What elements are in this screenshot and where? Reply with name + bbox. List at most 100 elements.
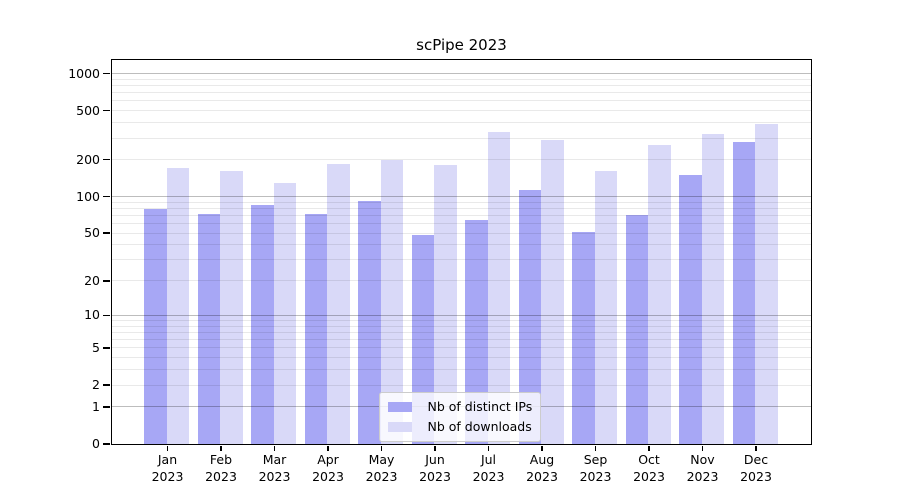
x-tick-year: 2023 — [633, 468, 665, 484]
y-tick-mark — [103, 195, 110, 198]
y-tick-mark — [103, 443, 110, 445]
x-tick-year: 2023 — [312, 468, 344, 484]
x-tick-year: 2023 — [151, 468, 184, 484]
y-tick-mark — [103, 280, 110, 282]
gridline-minor — [111, 78, 811, 80]
x-tick-mark — [220, 445, 222, 451]
x-tick-month: Oct — [638, 452, 660, 467]
gridline-major — [111, 314, 811, 316]
bar-distinct-ips-oct — [625, 215, 648, 444]
gridline-minor — [111, 92, 811, 94]
x-tick-month: Jul — [480, 452, 497, 467]
gridline-minor — [111, 332, 811, 334]
bar-distinct-ips-aug — [518, 190, 541, 444]
gridline-minor — [111, 232, 811, 234]
x-tick-mark — [487, 445, 490, 451]
x-tick-mark — [755, 445, 757, 451]
x-tick-mark — [648, 445, 650, 451]
legend-label-distinct-ips: Nb of distinct IPs — [427, 399, 533, 414]
x-tick-label: Mar 2023 — [247, 452, 303, 485]
y-tick-label: 2 — [92, 377, 100, 393]
bar-downloads-jan — [166, 167, 189, 444]
y-tick-mark — [103, 406, 110, 408]
bar-distinct-ips-dec — [732, 142, 755, 444]
x-tick-month: May — [368, 452, 395, 467]
gridline-minor — [111, 384, 811, 386]
legend-label-downloads: Nb of downloads — [427, 419, 532, 434]
bar-distinct-ips-feb — [197, 214, 220, 444]
x-tick-year: 2023 — [472, 468, 505, 484]
gridline-minor — [111, 201, 811, 203]
legend: Nb of distinct IPs Nb of downloads — [378, 391, 542, 442]
x-tick-label: Sep 2023 — [568, 452, 624, 485]
gridline-minor — [111, 280, 811, 282]
gridline-major — [111, 196, 811, 198]
y-tick-label: 50 — [84, 225, 100, 241]
gridline-minor — [111, 325, 811, 327]
x-tick-mark — [273, 445, 276, 451]
x-tick-label: Aug 2023 — [514, 452, 570, 485]
bar-downloads-dec — [755, 123, 778, 444]
bar-downloads-jul — [487, 132, 510, 444]
x-tick-year: 2023 — [419, 468, 451, 484]
y-tick-mark — [103, 314, 110, 317]
x-tick-label: Feb 2023 — [193, 452, 249, 485]
x-tick-mark — [327, 445, 329, 451]
legend-item-downloads: Nb of downloads — [387, 417, 533, 437]
x-tick-label: May 2023 — [354, 452, 410, 485]
bar-distinct-ips-mar — [251, 205, 274, 444]
x-tick-mark — [701, 445, 704, 451]
chart-title: scPipe 2023 — [416, 36, 507, 54]
x-tick-label: Jul 2023 — [461, 452, 517, 485]
bar-distinct-ips-sep — [572, 231, 595, 444]
x-tick-year: 2023 — [258, 468, 291, 484]
x-tick-mark — [541, 445, 543, 451]
x-tick-month: Dec — [743, 452, 769, 467]
gridline-minor — [111, 137, 811, 139]
x-tick-month: Nov — [690, 452, 715, 467]
y-tick-mark — [103, 109, 110, 112]
gridline-minor — [111, 339, 811, 341]
bar-downloads-feb — [220, 171, 243, 444]
gridline-minor — [111, 320, 811, 322]
gridline-minor — [111, 223, 811, 225]
gridline-minor — [111, 122, 811, 124]
legend-swatch-distinct-ips — [387, 401, 412, 412]
x-tick-year: 2023 — [686, 468, 719, 484]
y-tick-label: 500 — [76, 102, 100, 118]
x-tick-month: Jun — [425, 452, 445, 467]
plot-area: Nb of distinct IPs Nb of downloads — [110, 58, 812, 445]
gridline-minor — [111, 244, 811, 246]
y-tick-mark — [103, 232, 110, 234]
y-tick-mark — [103, 347, 110, 349]
y-tick-label: 5 — [92, 339, 100, 355]
bars-layer — [112, 60, 811, 444]
bar-downloads-nov — [701, 133, 724, 444]
bar-distinct-ips-jun — [411, 234, 434, 444]
gridline-minor — [111, 100, 811, 102]
y-tick-label: 1000 — [68, 65, 100, 81]
x-tick-label: Nov 2023 — [675, 452, 731, 485]
x-tick-month: Aug — [529, 452, 555, 467]
bar-downloads-oct — [648, 145, 671, 444]
bar-downloads-aug — [541, 140, 564, 444]
y-tick-mark — [103, 72, 110, 75]
y-tick-mark — [103, 384, 110, 386]
y-tick-label: 20 — [84, 272, 100, 288]
x-tick-month: Sep — [583, 452, 608, 467]
x-tick-label: Dec 2023 — [728, 452, 784, 485]
gridline-minor — [111, 214, 811, 216]
gridline-major — [111, 73, 811, 75]
bar-downloads-sep — [594, 171, 617, 444]
x-tick-mark — [380, 445, 383, 451]
y-tick-label: 0 — [92, 436, 100, 451]
x-tick-year: 2023 — [526, 468, 558, 484]
x-tick-label: Oct 2023 — [621, 452, 677, 485]
x-tick-month: Mar — [262, 452, 287, 467]
gridline-minor — [111, 369, 811, 371]
x-tick-label: Apr 2023 — [300, 452, 356, 485]
gridline-minor — [111, 357, 811, 359]
legend-swatch-downloads — [387, 421, 412, 432]
bar-downloads-apr — [327, 163, 350, 444]
